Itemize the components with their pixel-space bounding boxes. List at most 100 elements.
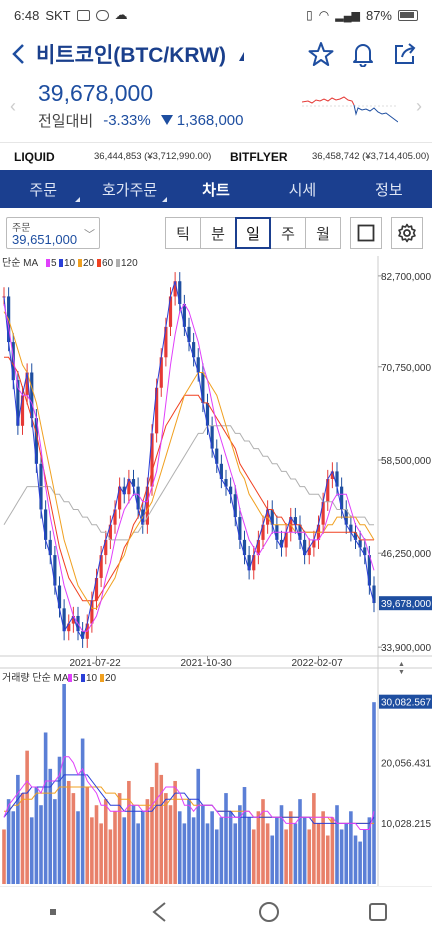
- period-minute-button[interactable]: 분: [200, 217, 236, 249]
- candle-body: [25, 372, 29, 396]
- prev-coin-button[interactable]: ‹: [10, 96, 16, 116]
- candle-body: [372, 585, 376, 604]
- legend-ma-label: 20: [105, 673, 117, 684]
- legend-swatch: [78, 259, 82, 267]
- favorite-button[interactable]: [306, 39, 336, 69]
- change-percent: -3.33%: [103, 112, 151, 129]
- volume-bar: [353, 835, 358, 884]
- volume-bar: [127, 780, 131, 884]
- legend-ma-label: 10: [64, 258, 76, 269]
- volume-bar: [293, 823, 298, 884]
- period-week-button[interactable]: 주: [270, 217, 306, 249]
- volume-bar: [307, 829, 312, 884]
- volume-bar: [344, 823, 349, 884]
- candle-body: [11, 342, 15, 381]
- candle-body: [210, 425, 214, 449]
- chevron-left-icon: [12, 44, 24, 64]
- candle-body: [303, 539, 307, 556]
- overview-square-icon[interactable]: [366, 900, 390, 924]
- volume-bar: [99, 823, 103, 884]
- candle-body: [349, 524, 353, 533]
- next-coin-button[interactable]: ›: [416, 96, 422, 116]
- fullscreen-button[interactable]: [350, 217, 382, 249]
- back-button[interactable]: [0, 30, 36, 78]
- volume-bar: [94, 805, 99, 884]
- candle-body: [219, 463, 223, 480]
- back-nav-icon[interactable]: [148, 900, 172, 924]
- legend-swatch: [68, 674, 72, 682]
- share-button[interactable]: [390, 39, 420, 69]
- volume-bar: [103, 799, 108, 884]
- candle-body: [136, 486, 140, 510]
- recents-dot-icon[interactable]: [43, 902, 63, 922]
- home-circle-icon[interactable]: [257, 900, 281, 924]
- candle-body: [164, 326, 168, 358]
- volume-bar: [279, 805, 284, 884]
- volume-current-tag: [379, 694, 432, 709]
- price-y-tick-label: 70,750,000: [381, 363, 431, 374]
- bell-icon: [353, 44, 373, 67]
- candle-body: [44, 509, 48, 540]
- volume-bar: [131, 805, 136, 884]
- coin-title[interactable]: 비트코인(BTC/KRW): [36, 44, 227, 67]
- candle-body: [20, 395, 25, 426]
- candle-body: [182, 304, 186, 327]
- volume-bar: [117, 793, 122, 884]
- period-month-button[interactable]: 월: [305, 217, 341, 249]
- period-tick-button[interactable]: 틱: [165, 217, 201, 249]
- volume-bar: [275, 817, 279, 884]
- order-price-select[interactable]: 주문 39,651,000 ﹀: [6, 217, 100, 249]
- volume-legend-prefix: 거래량 단순 MA: [2, 672, 69, 684]
- tab-chart[interactable]: 차트: [173, 170, 259, 208]
- ma120-line: [3, 425, 374, 541]
- volume-bar: [16, 774, 20, 884]
- price-y-tick-label: 82,700,000: [381, 272, 431, 283]
- candle-body: [196, 357, 200, 373]
- battery-icon: [398, 9, 418, 21]
- alarm-button[interactable]: [348, 39, 378, 69]
- legend-swatch: [81, 674, 85, 682]
- volume-bar: [288, 811, 293, 884]
- dropdown-corner-icon[interactable]: [234, 51, 245, 61]
- volume-bar: [113, 811, 117, 884]
- tab-order[interactable]: 주문: [0, 170, 86, 208]
- volume-bar: [182, 823, 187, 884]
- star-icon: [308, 42, 334, 66]
- app-header: 비트코인(BTC/KRW): [0, 30, 432, 78]
- price-volume-chart[interactable]: 82,700,000 70,750,000 58,500,000 46,250,000…: [0, 256, 432, 886]
- candle-body: [173, 281, 177, 297]
- volume-bar: [233, 823, 238, 884]
- candle-body: [81, 631, 85, 639]
- down-triangle-icon: [160, 115, 173, 125]
- volume-bar: [316, 823, 321, 884]
- legend-swatch: [46, 259, 50, 267]
- volume-bar: [48, 768, 53, 884]
- period-day-button[interactable]: 일: [235, 217, 271, 249]
- candle-body: [127, 479, 131, 495]
- vibrate-icon: ▯: [306, 8, 313, 22]
- legend-swatch: [97, 259, 101, 267]
- volume-bar: [20, 793, 25, 884]
- candle-body: [99, 555, 103, 578]
- battery-percent: 87%: [365, 7, 392, 23]
- candle-body: [233, 494, 237, 518]
- candle-body: [48, 539, 52, 556]
- tab-info[interactable]: 정보: [346, 170, 432, 208]
- tab-orderbook[interactable]: 호가주문: [86, 170, 172, 208]
- candle-body: [192, 342, 196, 358]
- price-legend-prefix: 단순 MA: [2, 257, 39, 269]
- candle-body: [62, 608, 66, 632]
- mini-sparkline-chart[interactable]: [302, 86, 398, 126]
- chart-area[interactable]: 82,700,000 70,750,000 58,500,000 46,250,000…: [0, 256, 432, 886]
- tab-chart-label: 차트: [202, 181, 230, 199]
- volume-bar: [177, 811, 182, 884]
- chart-settings-button[interactable]: [391, 217, 423, 249]
- change-amount-wrap: 1,368,000: [160, 112, 243, 129]
- tab-quotes[interactable]: 시세: [259, 170, 345, 208]
- volume-bar: [284, 829, 288, 884]
- candle-body: [215, 448, 219, 464]
- volume-bar: [196, 768, 201, 884]
- tab-orderbook-label: 호가주문: [102, 181, 158, 199]
- order-box-value: 39,651,000: [12, 232, 78, 247]
- candle-body: [252, 555, 256, 571]
